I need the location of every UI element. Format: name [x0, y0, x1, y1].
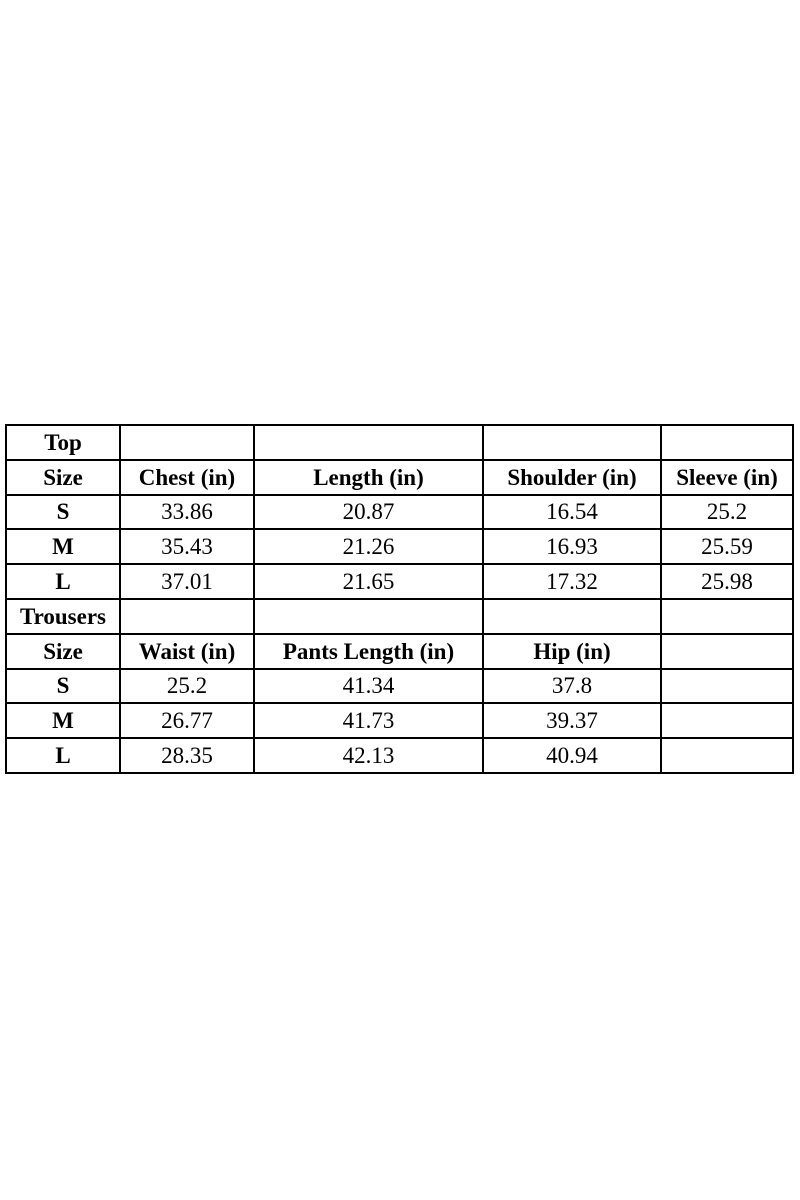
table-cell-empty — [482, 424, 662, 461]
column-header-size: Size — [5, 632, 121, 670]
table-cell: 16.93 — [482, 528, 662, 566]
table-cell-empty — [253, 424, 484, 461]
table-cell-empty — [253, 597, 484, 635]
table-cell: 21.26 — [253, 528, 484, 566]
size-label: S — [5, 493, 121, 531]
table-cell-empty — [660, 632, 794, 670]
table-cell: 40.94 — [482, 737, 662, 774]
section-label-trousers: Trousers — [5, 597, 121, 635]
column-header-waist: Waist (in) — [119, 632, 255, 670]
table-cell-empty — [660, 424, 794, 461]
size-label: S — [5, 667, 121, 705]
column-header-sleeve: Sleeve (in) — [660, 458, 794, 496]
table-cell-empty — [660, 702, 794, 740]
table-cell: 26.77 — [119, 702, 255, 740]
column-header-shoulder: Shoulder (in) — [482, 458, 662, 496]
table-cell-empty — [119, 424, 255, 461]
table-row-top-header: Size Chest (in) Length (in) Shoulder (in… — [5, 458, 794, 496]
table-cell: 35.43 — [119, 528, 255, 566]
table-cell: 20.87 — [253, 493, 484, 531]
table-cell: 37.8 — [482, 667, 662, 705]
table-cell-empty — [660, 737, 794, 774]
table-cell: 39.37 — [482, 702, 662, 740]
table-cell: 33.86 — [119, 493, 255, 531]
table-row-trousers-s: S 25.2 41.34 37.8 — [5, 667, 794, 705]
table-cell: 41.73 — [253, 702, 484, 740]
table-cell: 17.32 — [482, 563, 662, 600]
table-cell: 16.54 — [482, 493, 662, 531]
table-cell: 25.2 — [119, 667, 255, 705]
table-cell: 25.2 — [660, 493, 794, 531]
table-row-trousers-section: Trousers — [5, 597, 794, 635]
column-header-pants-length: Pants Length (in) — [253, 632, 484, 670]
section-label-top: Top — [5, 424, 121, 461]
table-row-top-section: Top — [5, 424, 794, 461]
table-cell-empty — [482, 597, 662, 635]
table-row-trousers-header: Size Waist (in) Pants Length (in) Hip (i… — [5, 632, 794, 670]
table-row-trousers-m: M 26.77 41.73 39.37 — [5, 702, 794, 740]
table-row-trousers-l: L 28.35 42.13 40.94 — [5, 737, 794, 774]
table-cell: 25.59 — [660, 528, 794, 566]
size-label: L — [5, 737, 121, 774]
table-cell: 21.65 — [253, 563, 484, 600]
column-header-hip: Hip (in) — [482, 632, 662, 670]
table-cell: 28.35 — [119, 737, 255, 774]
column-header-size: Size — [5, 458, 121, 496]
size-chart-table: Top Size Chest (in) Length (in) Shoulder… — [5, 424, 794, 774]
table-row-top-m: M 35.43 21.26 16.93 25.59 — [5, 528, 794, 566]
table-cell-empty — [119, 597, 255, 635]
table-cell: 25.98 — [660, 563, 794, 600]
table-cell: 37.01 — [119, 563, 255, 600]
column-header-length: Length (in) — [253, 458, 484, 496]
table-cell-empty — [660, 667, 794, 705]
column-header-chest: Chest (in) — [119, 458, 255, 496]
table-cell-empty — [660, 597, 794, 635]
size-label: M — [5, 528, 121, 566]
table-cell: 41.34 — [253, 667, 484, 705]
size-label: L — [5, 563, 121, 600]
size-label: M — [5, 702, 121, 740]
table-cell: 42.13 — [253, 737, 484, 774]
table-row-top-s: S 33.86 20.87 16.54 25.2 — [5, 493, 794, 531]
table-row-top-l: L 37.01 21.65 17.32 25.98 — [5, 563, 794, 600]
